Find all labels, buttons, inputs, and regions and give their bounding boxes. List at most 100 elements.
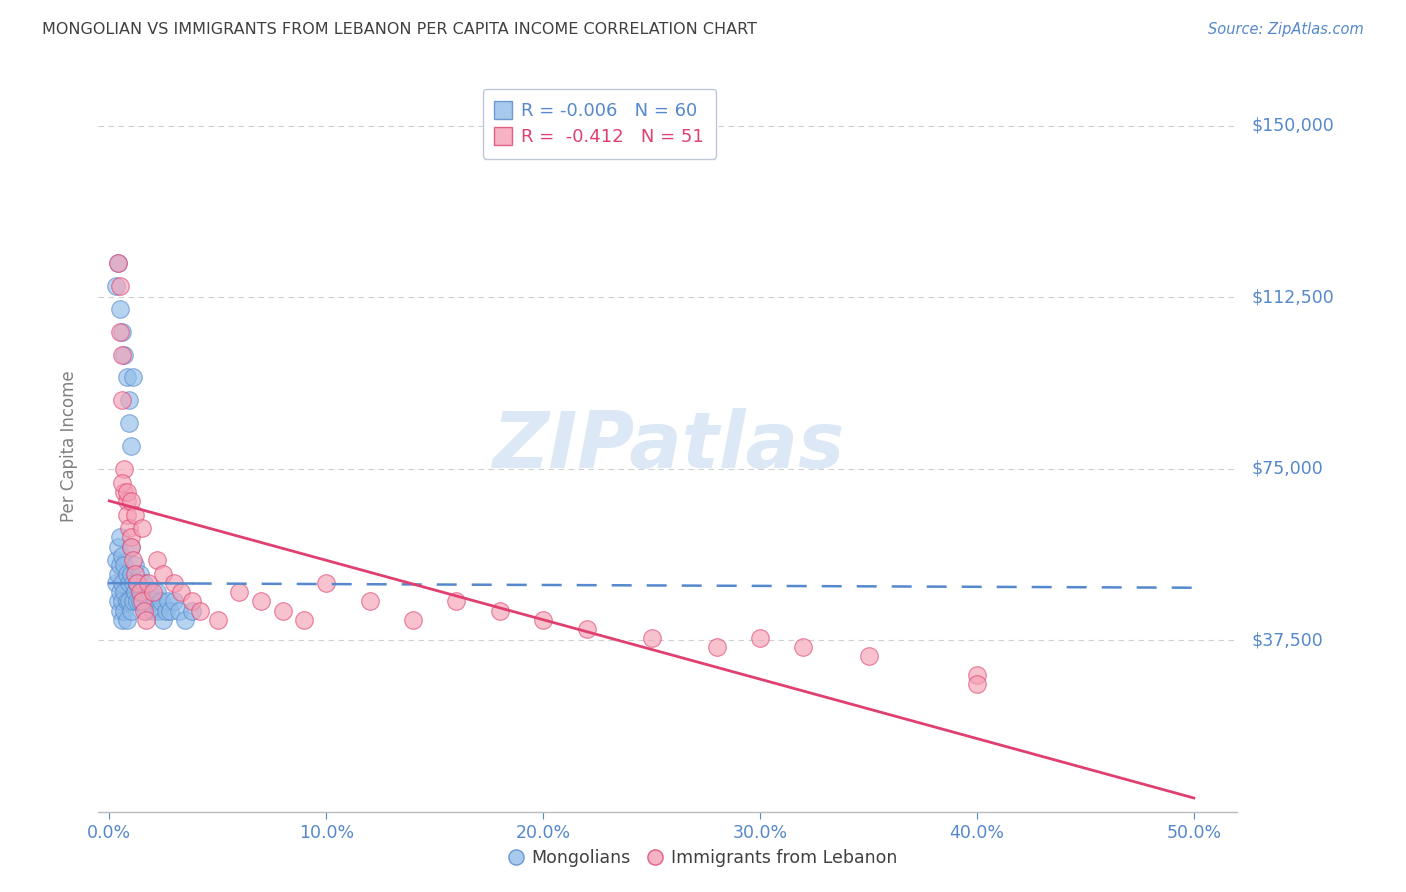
Point xyxy=(114,603,136,617)
Point xyxy=(115,508,138,522)
Text: $37,500: $37,500 xyxy=(1251,632,1323,649)
Point xyxy=(131,594,153,608)
Point xyxy=(294,613,316,627)
Point xyxy=(132,576,155,591)
Point xyxy=(122,553,145,567)
Point xyxy=(792,640,814,655)
Point xyxy=(966,667,988,681)
Point xyxy=(118,594,141,608)
Point xyxy=(120,567,142,582)
Point xyxy=(107,256,129,270)
Point xyxy=(402,613,425,627)
Point xyxy=(124,558,146,572)
Point xyxy=(120,540,142,554)
Point xyxy=(120,530,142,544)
Point xyxy=(115,567,138,582)
Point xyxy=(114,462,136,476)
Point xyxy=(118,393,141,408)
Point xyxy=(108,558,131,572)
Point xyxy=(170,585,193,599)
Point xyxy=(359,594,381,608)
Point xyxy=(115,370,138,384)
Point xyxy=(135,613,157,627)
Point xyxy=(640,631,662,645)
Point xyxy=(118,416,141,430)
Point xyxy=(136,576,159,591)
Point xyxy=(143,594,166,608)
Point xyxy=(315,576,337,591)
Point xyxy=(120,439,142,453)
Point xyxy=(488,603,510,617)
Point xyxy=(115,484,138,499)
Point xyxy=(150,594,173,608)
Point xyxy=(139,585,162,599)
Point xyxy=(228,585,250,599)
Point xyxy=(142,585,165,599)
Point xyxy=(108,585,131,599)
Legend: Mongolians, Immigrants from Lebanon: Mongolians, Immigrants from Lebanon xyxy=(502,843,904,874)
Point xyxy=(114,558,136,572)
Point xyxy=(122,370,145,384)
Point xyxy=(271,603,294,617)
Point xyxy=(128,594,150,608)
Point xyxy=(180,603,202,617)
Point xyxy=(146,585,169,599)
Point xyxy=(706,640,728,655)
Point xyxy=(966,676,988,690)
Point xyxy=(174,613,197,627)
Point xyxy=(128,585,150,599)
Point xyxy=(135,603,157,617)
Point xyxy=(111,576,134,591)
Point xyxy=(124,585,146,599)
Y-axis label: Per Capita Income: Per Capita Income xyxy=(59,370,77,522)
Point xyxy=(575,622,598,636)
Point xyxy=(131,585,153,599)
Point xyxy=(858,649,880,664)
Point xyxy=(148,603,170,617)
Point xyxy=(115,613,138,627)
Point xyxy=(122,576,145,591)
Point xyxy=(111,594,134,608)
Point xyxy=(108,301,131,316)
Point xyxy=(111,347,134,362)
Point xyxy=(114,347,136,362)
Point xyxy=(152,613,174,627)
Point xyxy=(118,576,141,591)
Point xyxy=(132,603,155,617)
Text: MONGOLIAN VS IMMIGRANTS FROM LEBANON PER CAPITA INCOME CORRELATION CHART: MONGOLIAN VS IMMIGRANTS FROM LEBANON PER… xyxy=(42,22,758,37)
Legend: R = -0.006   N = 60, R =  -0.412   N = 51: R = -0.006 N = 60, R = -0.412 N = 51 xyxy=(482,89,716,159)
Point xyxy=(136,594,159,608)
Point xyxy=(111,325,134,339)
Point xyxy=(114,585,136,599)
Point xyxy=(108,530,131,544)
Point xyxy=(131,521,153,535)
Point xyxy=(749,631,772,645)
Point xyxy=(190,603,212,617)
Text: $112,500: $112,500 xyxy=(1251,288,1334,307)
Point xyxy=(104,576,127,591)
Point xyxy=(122,594,145,608)
Point xyxy=(111,549,134,563)
Text: $150,000: $150,000 xyxy=(1251,117,1334,135)
Point xyxy=(250,594,273,608)
Point xyxy=(155,603,177,617)
Point xyxy=(120,493,142,508)
Point xyxy=(107,540,129,554)
Point xyxy=(167,603,190,617)
Text: $75,000: $75,000 xyxy=(1251,460,1323,478)
Point xyxy=(128,567,150,582)
Point xyxy=(180,594,202,608)
Point xyxy=(120,540,142,554)
Point xyxy=(118,521,141,535)
Text: ZIPatlas: ZIPatlas xyxy=(492,408,844,484)
Point xyxy=(124,508,146,522)
Point xyxy=(163,576,186,591)
Text: Source: ZipAtlas.com: Source: ZipAtlas.com xyxy=(1208,22,1364,37)
Point xyxy=(152,567,174,582)
Point xyxy=(156,594,179,608)
Point xyxy=(104,553,127,567)
Point xyxy=(127,576,149,591)
Point xyxy=(104,279,127,293)
Point xyxy=(531,613,554,627)
Point xyxy=(108,603,131,617)
